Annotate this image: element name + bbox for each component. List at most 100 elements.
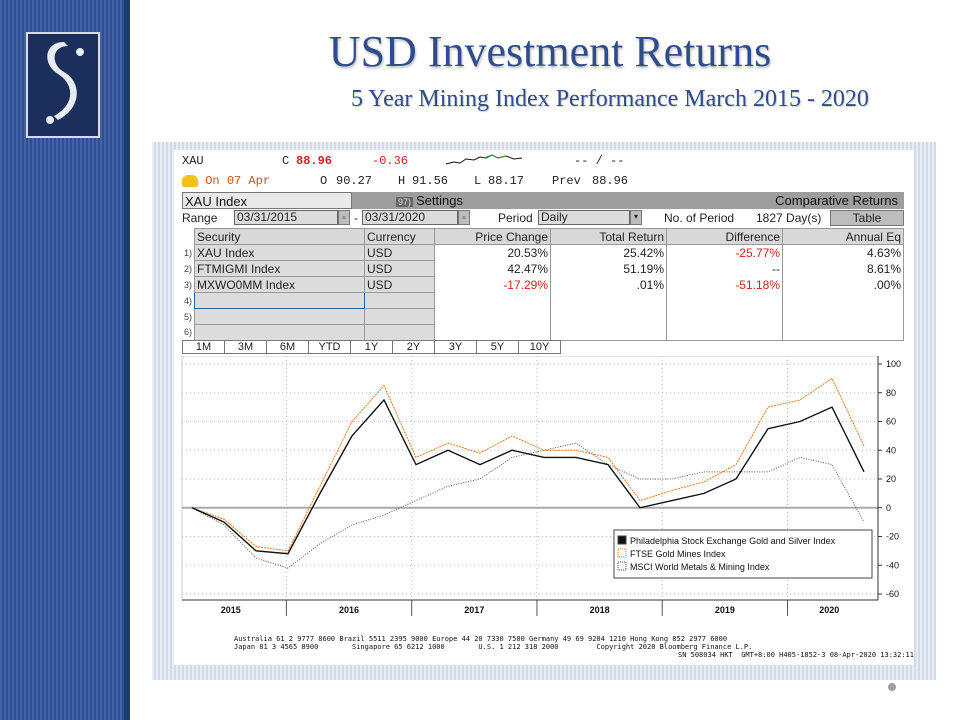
num-periods-value: 1827 Day(s) bbox=[756, 211, 822, 225]
period-button-1y[interactable]: 1Y bbox=[350, 340, 393, 354]
total-return-cell: 25.42% bbox=[550, 244, 668, 261]
period-button-5y[interactable]: 5Y bbox=[476, 340, 519, 354]
y-tick-label: 80 bbox=[886, 388, 896, 398]
period-select[interactable]: Daily bbox=[538, 210, 630, 225]
start-date-calendar-icon[interactable]: ▫ bbox=[338, 210, 350, 225]
x-tick-label: 2017 bbox=[464, 605, 484, 615]
price-change: -0.36 bbox=[372, 154, 409, 168]
annual-eq-cell: 8.61% bbox=[782, 260, 904, 277]
x-tick-label: 2016 bbox=[339, 605, 359, 615]
price-change-cell bbox=[434, 324, 552, 341]
row-number: 2) bbox=[182, 260, 195, 277]
period-button-ytd[interactable]: YTD bbox=[308, 340, 351, 354]
row-number: 1) bbox=[182, 244, 195, 261]
on-label: On bbox=[205, 174, 220, 188]
bloomberg-terminal-panel: XAU C 88.96 -0.36 -- / -- On 07 Apr O 90… bbox=[174, 150, 914, 665]
table-row[interactable]: 6) bbox=[182, 324, 904, 341]
footer-line-3: SN 508034 HKT GMT+8:00 H405-1852-3 08-Ap… bbox=[677, 651, 914, 659]
period-dropdown-icon[interactable]: ▾ bbox=[630, 210, 642, 225]
range-row: Range 03/31/2015 ▫ - 03/31/2020 ▫ Period… bbox=[182, 210, 904, 226]
y-tick-label: -40 bbox=[886, 560, 899, 570]
sparkline bbox=[444, 152, 524, 172]
settings-number: 97) bbox=[396, 197, 414, 207]
period-selector: 1M 3M 6M YTD 1Y 2Y 3Y 5Y 10Y bbox=[182, 340, 561, 354]
security-cell[interactable] bbox=[194, 324, 366, 341]
start-date-field[interactable]: 03/31/2015 bbox=[234, 210, 338, 225]
security-input[interactable] bbox=[194, 292, 366, 309]
legend-label: MSCI World Metals & Mining Index bbox=[630, 562, 770, 572]
row-number: 3) bbox=[182, 276, 195, 293]
table-row[interactable]: 2) FTMIGMI Index USD 42.47% 51.19% -- 8.… bbox=[182, 260, 904, 277]
col-price-change: Price Change bbox=[434, 228, 552, 245]
open-label: O bbox=[320, 174, 328, 188]
low-label: L bbox=[474, 174, 482, 188]
series-line bbox=[191, 398, 865, 555]
currency-cell: USD bbox=[364, 260, 436, 277]
footer-line-2: Japan 81 3 4565 8900 Singapore 65 6212 1… bbox=[234, 643, 753, 651]
slide-bullet bbox=[888, 683, 896, 691]
legend-label: FTSE Gold Mines Index bbox=[630, 549, 726, 559]
security-cell[interactable] bbox=[194, 308, 366, 325]
y-tick-label: -20 bbox=[886, 532, 899, 542]
clock-icon bbox=[182, 174, 198, 187]
difference-cell bbox=[666, 292, 784, 309]
security-cell[interactable]: XAU Index bbox=[194, 244, 366, 261]
total-return-cell: 51.19% bbox=[550, 260, 668, 277]
table-header-row: Security Currency Price Change Total Ret… bbox=[182, 228, 904, 245]
col-total-return: Total Return bbox=[550, 228, 668, 245]
col-security: Security bbox=[194, 228, 366, 245]
num-periods-label: No. of Period bbox=[664, 211, 735, 225]
series-line bbox=[191, 377, 865, 552]
y-tick-label: 60 bbox=[886, 417, 896, 427]
price-change-cell bbox=[434, 308, 552, 325]
low-value: 88.17 bbox=[488, 174, 525, 188]
legend-swatch bbox=[617, 548, 627, 558]
open-value: 90.27 bbox=[336, 174, 373, 188]
period-button-6m[interactable]: 6M bbox=[266, 340, 309, 354]
ticker: XAU bbox=[182, 154, 204, 168]
footer-line-1: Australia 61 2 9777 8600 Brazil 5511 239… bbox=[234, 635, 728, 643]
period-button-10y[interactable]: 10Y bbox=[518, 340, 561, 354]
table-row[interactable]: 3) MXWO0MM Index USD -17.29% .01% -51.18… bbox=[182, 276, 904, 293]
period-button-2y[interactable]: 2Y bbox=[392, 340, 435, 354]
end-date-calendar-icon[interactable]: ▫ bbox=[458, 210, 470, 225]
period-button-1m[interactable]: 1M bbox=[182, 340, 225, 354]
left-band-edge bbox=[124, 0, 130, 720]
y-tick-label: 20 bbox=[886, 474, 896, 484]
x-tick-label: 2020 bbox=[819, 605, 839, 615]
table-row[interactable]: 5) bbox=[182, 308, 904, 325]
settings-button[interactable]: 97) Settings bbox=[396, 192, 463, 211]
table-row[interactable]: 1) XAU Index USD 20.53% 25.42% -25.77% 4… bbox=[182, 244, 904, 261]
row-number: 5) bbox=[182, 308, 195, 325]
legend-swatch bbox=[617, 535, 627, 545]
annual-eq-cell bbox=[782, 324, 904, 341]
table-row[interactable]: 4) bbox=[182, 292, 904, 309]
last-label: C bbox=[282, 154, 290, 168]
period-button-3m[interactable]: 3M bbox=[224, 340, 267, 354]
index-name-field[interactable]: XAU Index bbox=[182, 192, 352, 209]
price-change-cell: 42.47% bbox=[434, 260, 552, 277]
y-tick-label: -60 bbox=[886, 589, 899, 599]
security-cell[interactable]: MXWO0MM Index bbox=[194, 276, 366, 293]
y-tick-label: 40 bbox=[886, 445, 896, 455]
slide-subtitle: 5 Year Mining Index Performance March 20… bbox=[351, 86, 869, 112]
comparative-returns-title: Comparative Returns bbox=[775, 193, 898, 208]
currency-cell bbox=[364, 292, 436, 309]
difference-cell: -- bbox=[666, 260, 784, 277]
series-line bbox=[191, 442, 865, 569]
row-number: 6) bbox=[182, 324, 195, 341]
x-tick-label: 2019 bbox=[715, 605, 735, 615]
quote-line-1: XAU C 88.96 -0.36 -- / -- bbox=[182, 154, 624, 170]
y-tick-label: 100 bbox=[886, 359, 901, 369]
table-button[interactable]: Table bbox=[830, 210, 904, 226]
annual-eq-cell: 4.63% bbox=[782, 244, 904, 261]
total-return-cell bbox=[550, 308, 668, 325]
col-annual-eq: Annual Eq bbox=[782, 228, 904, 245]
col-difference: Difference bbox=[666, 228, 784, 245]
difference-cell: -51.18% bbox=[666, 276, 784, 293]
bloomberg-footer: Australia 61 2 9777 8600 Brazil 5511 239… bbox=[234, 635, 914, 659]
period-button-3y[interactable]: 3Y bbox=[434, 340, 477, 354]
end-date-field[interactable]: 03/31/2020 bbox=[362, 210, 458, 225]
bid-ask: -- / -- bbox=[574, 154, 625, 168]
security-cell[interactable]: FTMIGMI Index bbox=[194, 260, 366, 277]
